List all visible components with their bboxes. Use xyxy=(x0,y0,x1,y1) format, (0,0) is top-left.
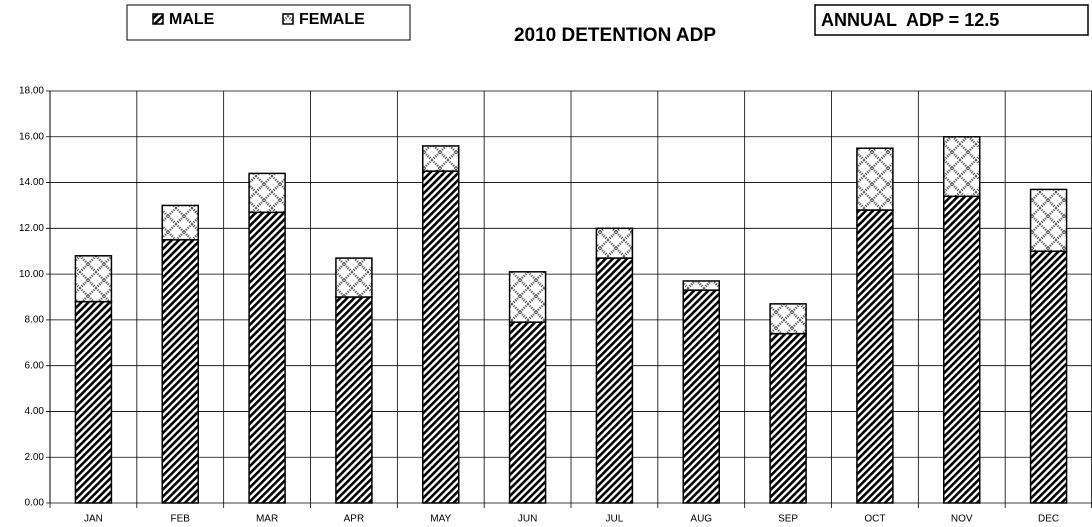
bar-segment xyxy=(1029,188,1068,252)
legend-label: FEMALE xyxy=(299,11,365,28)
bar-segment xyxy=(74,300,113,504)
bar-segment xyxy=(508,321,547,504)
x-tick-label: AUG xyxy=(690,514,712,525)
x-tick-label: NOV xyxy=(951,514,973,525)
y-tick-label: 4.00 xyxy=(25,406,45,417)
x-tick-label: OCT xyxy=(864,514,885,525)
bar-segment xyxy=(508,271,547,323)
legend-label: MALE xyxy=(169,11,215,28)
bar-segment xyxy=(1029,250,1068,504)
y-tick-label: 2.00 xyxy=(25,452,45,463)
chart-title: 2010 DETENTION ADP xyxy=(514,25,716,46)
bar-segment xyxy=(422,145,460,172)
annotation-box xyxy=(814,4,1089,36)
x-tick-label: FEB xyxy=(171,514,191,525)
legend-box xyxy=(126,4,411,41)
bar-segment xyxy=(74,255,113,303)
bar-segment xyxy=(335,257,373,298)
bar-segment xyxy=(248,211,286,504)
bar-segment xyxy=(856,147,894,211)
y-tick-label: 12.00 xyxy=(19,223,44,234)
bar-segment xyxy=(595,227,634,259)
y-tick-label: 16.00 xyxy=(19,131,44,142)
legend-swatch xyxy=(152,13,164,25)
bar-segment xyxy=(943,136,981,198)
x-tick-label: DEC xyxy=(1038,514,1059,525)
bar-segment xyxy=(682,280,720,291)
x-tick-label: SEP xyxy=(778,514,798,525)
x-tick-label: APR xyxy=(344,514,365,525)
y-tick-label: 0.00 xyxy=(25,498,45,509)
bar-segment xyxy=(769,303,807,335)
legend-swatch xyxy=(282,13,294,25)
annotation: ANNUAL ADP = 12.5 xyxy=(821,10,999,30)
x-tick-label: MAY xyxy=(430,514,451,525)
bar-segment xyxy=(943,195,981,504)
x-tick-label: JUL xyxy=(606,514,624,525)
bar-segment xyxy=(422,170,460,504)
x-tick-label: JUN xyxy=(518,514,537,525)
bar-segment xyxy=(161,204,199,241)
y-tick-label: 18.00 xyxy=(19,86,44,97)
x-tick-label: MAR xyxy=(256,514,278,525)
bar-segment xyxy=(161,239,199,504)
bar-segment xyxy=(682,289,720,504)
y-tick-label: 6.00 xyxy=(25,360,45,371)
y-tick-label: 14.00 xyxy=(19,177,44,188)
y-tick-label: 10.00 xyxy=(19,269,44,280)
bar-segment xyxy=(335,296,373,504)
bar-segment xyxy=(248,172,286,214)
y-tick-label: 8.00 xyxy=(25,315,45,326)
bar-segment xyxy=(595,257,634,504)
bar-segment xyxy=(856,209,894,504)
x-tick-label: JAN xyxy=(84,514,103,525)
bar-segment xyxy=(769,332,807,504)
